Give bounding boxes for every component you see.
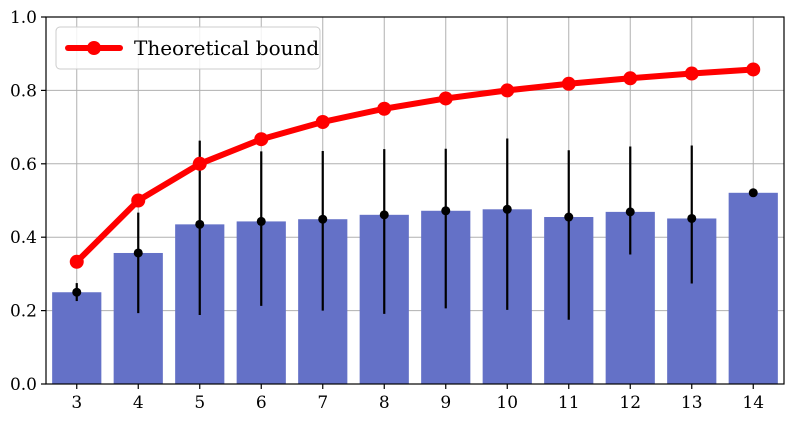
x-tick-label-13: 13 <box>681 393 703 413</box>
x-tick-label-12: 12 <box>619 393 641 413</box>
bound-point-11 <box>561 76 576 91</box>
y-axis: 0.0 0.2 0.4 0.6 0.8 1.0 <box>10 8 46 395</box>
x-tick-label-8: 8 <box>379 393 390 413</box>
mean-point-6 <box>256 216 266 226</box>
legend-label: Theoretical bound <box>134 36 319 60</box>
bound-point-7 <box>315 114 330 129</box>
mean-point-3 <box>72 287 82 297</box>
mean-point-12 <box>625 207 635 217</box>
x-tick-label-10: 10 <box>496 393 518 413</box>
legend: Theoretical bound <box>55 26 321 70</box>
legend-marker-swatch <box>87 41 101 55</box>
mean-point-8 <box>379 210 389 220</box>
mean-point-5 <box>195 219 205 229</box>
x-tick-label-3: 3 <box>71 393 82 413</box>
mean-point-9 <box>441 206 451 216</box>
theoretical-bound-line <box>69 62 761 269</box>
mean-point-4 <box>133 248 143 258</box>
bound-point-9 <box>438 91 453 106</box>
y-tick-label-2: 0.4 <box>10 228 37 248</box>
x-tick-label-9: 9 <box>440 393 451 413</box>
x-tick-label-4: 4 <box>133 393 144 413</box>
x-tick-label-7: 7 <box>317 393 328 413</box>
x-tick-label-6: 6 <box>256 393 267 413</box>
mean-point-7 <box>318 214 328 224</box>
bound-point-8 <box>377 101 392 116</box>
bound-point-5 <box>192 156 207 171</box>
x-axis: 3 4 5 6 7 8 9 10 11 12 13 14 <box>71 384 764 413</box>
y-tick-label-4: 0.8 <box>10 81 37 101</box>
y-tick-label-5: 1.0 <box>10 8 37 28</box>
bound-point-14 <box>746 62 761 77</box>
x-tick-label-5: 5 <box>194 393 205 413</box>
y-tick-label-1: 0.2 <box>10 302 37 322</box>
x-tick-label-11: 11 <box>558 393 580 413</box>
y-tick-label-0: 0.0 <box>10 375 37 395</box>
bar-14 <box>728 192 778 384</box>
y-tick-label-3: 0.6 <box>10 155 37 175</box>
theoretical-bound-polyline <box>73 66 757 265</box>
bound-point-10 <box>500 83 515 98</box>
bars <box>52 192 778 384</box>
bound-point-13 <box>684 66 699 81</box>
legend-box <box>55 26 321 70</box>
plot-frame <box>45 16 785 385</box>
bound-point-12 <box>623 71 638 86</box>
mean-point-14 <box>748 188 758 198</box>
bar-3 <box>52 292 102 384</box>
mean-point-11 <box>564 212 574 222</box>
x-tick-label-14: 14 <box>742 393 764 413</box>
mean-point-10 <box>502 204 512 214</box>
bound-point-4 <box>131 193 146 208</box>
bound-point-3 <box>69 254 84 269</box>
bound-point-6 <box>254 132 269 147</box>
mean-point-13 <box>687 213 697 223</box>
error-bars <box>72 138 758 320</box>
